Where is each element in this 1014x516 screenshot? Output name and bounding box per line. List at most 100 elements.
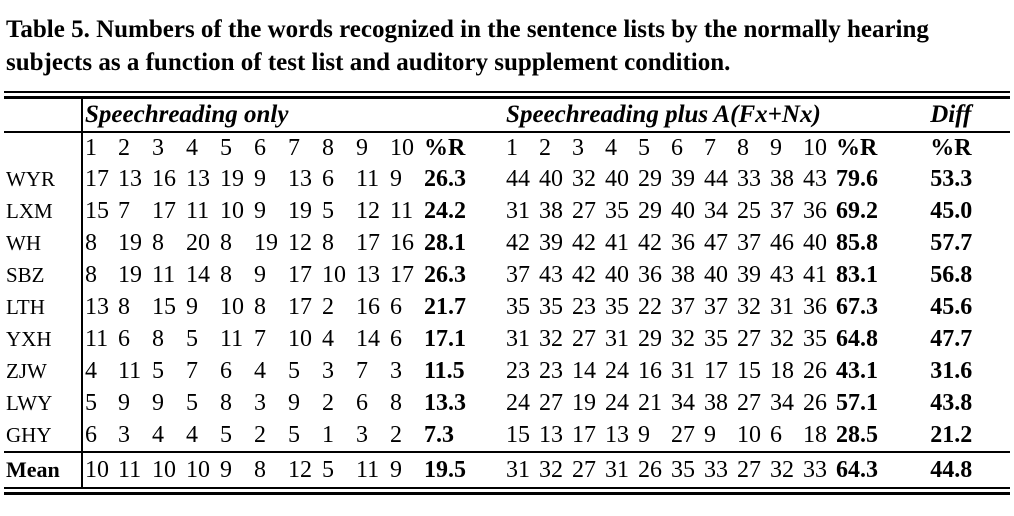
score-cell: 5	[322, 197, 334, 224]
score-cell: 39	[671, 165, 696, 192]
subject-row: WYR 17 13 16 13 19 9 13 6 11 9 26.3 44 40 32 40 29 39 44 33…	[4, 163, 1010, 195]
list-number: 7	[704, 134, 717, 161]
score-cell: 3	[390, 357, 402, 384]
score-cell: 43	[539, 261, 564, 288]
score-cell: 17	[390, 261, 414, 288]
score-cell: 19	[288, 197, 312, 224]
score-cell: 8	[85, 261, 97, 288]
score-cell: 15	[152, 293, 176, 320]
list-number: 9	[356, 134, 368, 161]
list-number: 6	[254, 134, 266, 161]
score-cell: 34	[671, 389, 696, 416]
score-cell: 5	[320, 451, 354, 487]
list-number: 2	[118, 134, 130, 161]
percent-cell: 69.2	[836, 197, 879, 224]
score-cell: 11	[220, 325, 244, 352]
paper-table-figure: Table 5. Numbers of the words recognized…	[4, 14, 1011, 495]
list-number: 7	[288, 134, 300, 161]
score-cell: 27	[671, 421, 696, 448]
score-cell: 47	[704, 229, 729, 256]
score-cell: 18	[803, 421, 828, 448]
score-cell: 42	[572, 229, 597, 256]
score-cell: 10	[184, 451, 218, 487]
score-cell: 11	[390, 197, 414, 224]
list-number: 1	[85, 134, 97, 161]
score-cell: 32	[770, 325, 795, 352]
score-cell: 7	[356, 357, 368, 384]
score-cell: 9	[704, 421, 717, 448]
score-cell: 5	[220, 421, 232, 448]
percent-cell: 57.1	[836, 389, 879, 416]
score-cell: 2	[254, 421, 266, 448]
score-cell: 9	[152, 389, 164, 416]
score-cell: 40	[671, 197, 696, 224]
list-number: 10	[390, 134, 414, 161]
score-cell: 3	[118, 421, 130, 448]
score-cell: 15	[506, 421, 531, 448]
score-cell: 33	[737, 165, 762, 192]
score-cell: 13	[85, 293, 109, 320]
score-cell: 21	[638, 389, 663, 416]
score-cell: 5	[288, 421, 300, 448]
score-cell: 37	[671, 293, 696, 320]
list-number: 3	[572, 134, 585, 161]
score-cell: 2	[390, 421, 402, 448]
subject-row: LTH 13 8 15 9 10 8 17 2 16 6 21.7 35 35 23 35 22 37 37 32 31…	[4, 291, 1010, 323]
score-cell: 17	[152, 197, 176, 224]
score-cell: 18	[770, 357, 795, 384]
diff-cell: 44.8	[928, 451, 1011, 487]
score-cell: 16	[638, 357, 663, 384]
score-cell: 11	[356, 165, 380, 192]
list-number: 8	[322, 134, 334, 161]
score-cell: 32	[671, 325, 696, 352]
score-cell: 1	[322, 421, 334, 448]
score-cell: 24	[605, 357, 630, 384]
score-cell: 5	[186, 325, 198, 352]
score-cell: 17	[704, 357, 729, 384]
row-label: SBZ	[4, 259, 83, 291]
score-cell: 37	[704, 293, 729, 320]
score-cell: 5	[288, 357, 300, 384]
list-number: 4	[186, 134, 198, 161]
row-label: LXM	[4, 195, 83, 227]
score-cell: 14	[356, 325, 380, 352]
list-number: 5	[220, 134, 232, 161]
score-cell: 36	[803, 197, 828, 224]
score-cell: 4	[85, 357, 97, 384]
score-cell: 9	[186, 293, 198, 320]
percent-cell: 19.5	[422, 451, 505, 487]
score-cell: 6	[770, 421, 783, 448]
subject-row: WH 8 19 8 20 8 19 12 8 17 16 28.1 42 39 42 41 42 36 47 37 46…	[4, 227, 1010, 259]
table-caption: Table 5. Numbers of the words recognized…	[6, 16, 942, 76]
score-cell: 36	[803, 293, 828, 320]
data-table: Speechreading only Speechreading plus A(…	[4, 99, 1011, 487]
score-cell: 4	[322, 325, 334, 352]
score-cell: 31	[603, 451, 637, 487]
row-label: YXH	[4, 323, 83, 355]
score-cell: 8	[85, 229, 97, 256]
score-cell: 43	[770, 261, 795, 288]
score-cell: 25	[737, 197, 762, 224]
score-cell: 16	[356, 293, 380, 320]
score-cell: 6	[118, 325, 130, 352]
score-cell: 12	[356, 197, 380, 224]
percent-cell: 13.3	[424, 389, 466, 416]
group1-header: Speechreading only	[82, 99, 505, 133]
score-cell: 9	[390, 165, 402, 192]
score-cell: 8	[252, 451, 286, 487]
score-cell: 16	[152, 165, 176, 192]
score-cell: 32	[539, 325, 564, 352]
score-cell: 29	[638, 165, 663, 192]
score-cell: 6	[220, 357, 232, 384]
score-cell: 8	[118, 293, 130, 320]
score-cell: 31	[770, 293, 795, 320]
score-cell: 17	[356, 229, 380, 256]
diff-cell: 56.8	[930, 261, 973, 288]
score-cell: 6	[390, 325, 402, 352]
score-cell: 3	[322, 357, 334, 384]
score-cell: 5	[152, 357, 164, 384]
score-cell: 2	[322, 389, 334, 416]
score-cell: 19	[220, 165, 244, 192]
score-cell: 17	[572, 421, 597, 448]
score-cell: 4	[186, 421, 198, 448]
